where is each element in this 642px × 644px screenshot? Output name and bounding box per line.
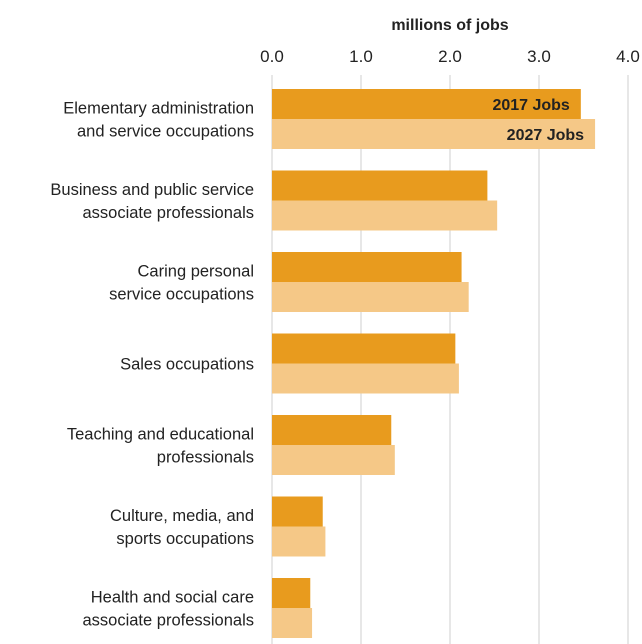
series-label: 2027 Jobs xyxy=(507,127,584,144)
category-label: Sales occupations xyxy=(120,356,254,374)
bar-series-1 xyxy=(272,252,462,282)
category-label: Culture, media, and xyxy=(110,507,254,525)
category-labels: Elementary administration and service occ… xyxy=(50,100,254,630)
bar-series-1 xyxy=(272,89,581,119)
category-label: Teaching and educational xyxy=(67,426,254,444)
x-tick-label: 0.0 xyxy=(260,47,284,66)
bar-series-1 xyxy=(272,415,392,445)
bar-series-2 xyxy=(272,608,313,638)
category-label: Health and social care xyxy=(91,589,254,607)
bar-series-2 xyxy=(272,200,498,231)
bar-series-2 xyxy=(272,445,395,475)
bar-series-2 xyxy=(272,526,326,557)
category-label: and service occupations xyxy=(77,123,254,141)
x-axis-title: millions of jobs xyxy=(391,17,508,34)
bar-series-1 xyxy=(272,578,311,608)
category-label: associate professionals xyxy=(82,204,254,222)
x-tick-label: 1.0 xyxy=(349,47,373,66)
x-tick-label: 3.0 xyxy=(527,47,551,66)
bars: 2017 Jobs 2027 Jobs xyxy=(272,89,596,638)
x-axis-ticks: 0.0 1.0 2.0 3.0 4.0 xyxy=(260,47,640,66)
bar-series-1 xyxy=(272,496,323,527)
category-label: sports occupations xyxy=(116,530,254,548)
series-label: 2017 Jobs xyxy=(492,97,569,114)
bar-series-2 xyxy=(272,119,596,149)
category-label: Business and public service xyxy=(50,181,254,199)
category-label: Caring personal xyxy=(138,263,254,281)
category-label: Elementary administration xyxy=(63,100,254,118)
bar-series-1 xyxy=(272,333,456,364)
x-tick-label: 2.0 xyxy=(438,47,462,66)
bar-series-2 xyxy=(272,282,469,312)
x-tick-label: 4.0 xyxy=(616,47,640,66)
category-label: associate professionals xyxy=(82,612,254,630)
bar-series-1 xyxy=(272,170,488,201)
category-label: professionals xyxy=(157,449,254,467)
bar-series-2 xyxy=(272,363,459,394)
category-label: service occupations xyxy=(109,286,254,304)
